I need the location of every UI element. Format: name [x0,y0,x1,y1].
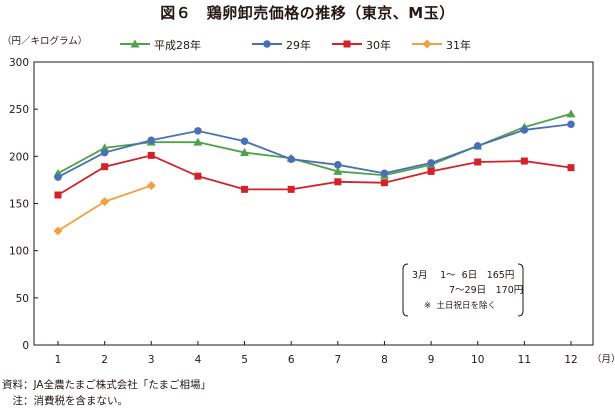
series-line-3 [57,184,152,232]
chart-legend: 平成28年 29年 30年 31年 [118,36,538,52]
annotation-line-3: ※ 土日祝日を除く [424,301,497,311]
series-2-point [241,185,249,193]
x-tick-label: 12 [564,354,577,366]
x-tick-label: 5 [241,354,248,366]
series-1-point [54,173,62,181]
y-tick-label: 200 [9,151,29,163]
series-2-point [54,191,62,199]
legend-label-30: 30年 [366,39,391,52]
series-1-point [427,159,435,167]
x-tick-label: 1 [55,354,62,366]
series-line-2 [57,154,572,196]
y-tick-label: 100 [9,246,29,258]
series-2-point [194,172,202,180]
legend-label-31: 31年 [446,39,471,52]
series-1-point [520,126,529,134]
x-tick-label: 6 [288,354,295,366]
series-0-point [333,166,343,175]
legend-label-29: 29年 [286,39,311,52]
series-2-point [474,158,482,166]
series-2-point [520,157,528,165]
series-1-point [380,169,389,178]
series-2-point [567,164,575,172]
series-1-point [100,148,109,157]
series-3-point [53,226,63,236]
series-1-point [567,120,575,129]
series-2-point [147,151,155,159]
series-2-point [427,167,435,175]
annotation-brackets [402,263,524,317]
x-axis-unit-label: （月） [592,354,615,365]
legend-swatch-h28 [120,39,150,48]
series-2-point [101,163,109,171]
series-0-point [240,148,250,157]
annotation-line-1: 3月 1～ 6日 165円 [412,270,515,281]
series-2-point [334,178,342,186]
series-1-point [240,137,249,146]
legend-swatch-30 [332,40,362,48]
legend-label-h28: 平成28年 [154,39,201,52]
y-tick-label: 300 [9,57,29,69]
series-line-1 [57,123,572,178]
series-1-point [473,142,482,150]
series-1-point [287,155,295,163]
source-note: 資料：JA全農たまご株式会社「たまご相場」 [2,379,211,391]
x-tick-label: 2 [101,354,108,366]
series-1-point [147,136,156,145]
series-0-point [566,109,576,118]
x-tick-label: 10 [471,354,484,366]
series-0-point [193,137,203,146]
y-tick-label: 250 [9,104,29,116]
annotation-box: 3月 1～ 6日 165円 7～29日 170円 ※ 土日祝日を除く [402,262,524,318]
series-1-point [334,161,342,169]
chart-title: 図６ 鶏卵卸売価格の推移（東京、M玉） [160,4,455,22]
series-3-point [146,181,156,191]
x-tick-label: 11 [518,354,531,366]
y-tick-label: 150 [9,199,29,211]
x-tick-label: 8 [381,354,388,366]
series-2-point [287,185,295,193]
x-tick-label: 9 [428,354,435,366]
legend-swatch-31 [412,39,442,49]
y-axis-unit-label: （円／キログラム） [2,36,88,47]
legend-swatch-29 [252,40,282,48]
x-tick-label: 7 [334,354,341,366]
tax-note: 注：消費税を含まない。 [2,395,128,407]
y-tick-label: 0 [22,340,29,352]
annotation-line-2: 7～29日 170円 [449,285,524,296]
y-tick-label: 50 [16,293,29,305]
x-tick-label: 4 [195,354,202,366]
x-tick-label: 3 [148,354,155,366]
series-0-point [100,143,110,152]
series-1-point [194,127,202,135]
series-3-point [100,197,110,207]
series-2-point [380,179,388,187]
